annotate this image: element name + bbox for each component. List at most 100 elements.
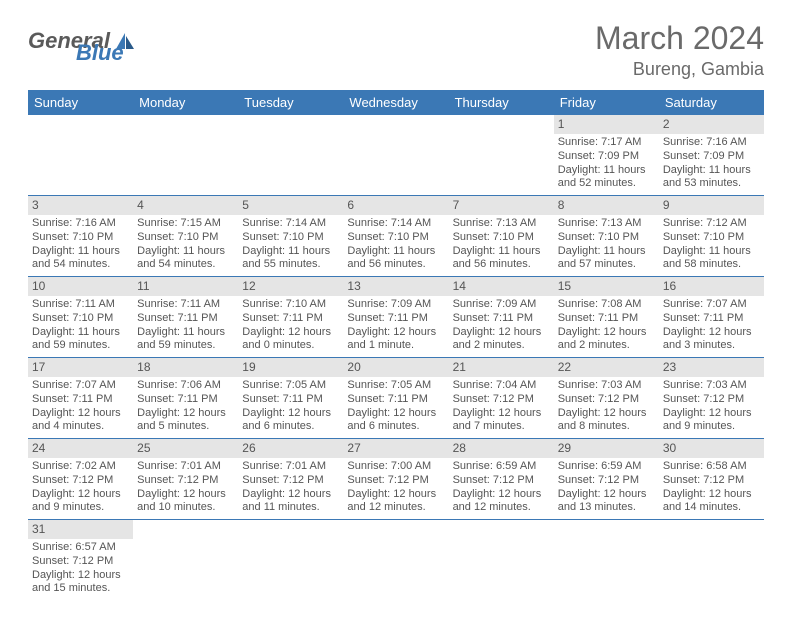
day-header: Saturday — [659, 90, 764, 115]
sunset-text: Sunset: 7:12 PM — [32, 474, 129, 488]
day-details: Sunrise: 7:01 AMSunset: 7:12 PMDaylight:… — [238, 458, 343, 519]
sunset-text: Sunset: 7:12 PM — [242, 474, 339, 488]
sunrise-text: Sunrise: 6:57 AM — [32, 541, 129, 555]
sunrise-text: Sunrise: 7:14 AM — [347, 217, 444, 231]
calendar-cell — [449, 115, 554, 196]
sunrise-text: Sunrise: 7:05 AM — [347, 379, 444, 393]
daylight-text: Daylight: 12 hours and 14 minutes. — [663, 488, 760, 516]
sunset-text: Sunset: 7:11 PM — [453, 312, 550, 326]
day-details: Sunrise: 7:06 AMSunset: 7:11 PMDaylight:… — [133, 377, 238, 438]
sunset-text: Sunset: 7:10 PM — [347, 231, 444, 245]
calendar-cell — [133, 115, 238, 196]
daylight-text: Daylight: 12 hours and 9 minutes. — [663, 407, 760, 435]
sunset-text: Sunset: 7:12 PM — [453, 393, 550, 407]
daylight-text: Daylight: 11 hours and 53 minutes. — [663, 164, 760, 192]
day-number: 8 — [554, 196, 659, 215]
sunrise-text: Sunrise: 7:12 AM — [663, 217, 760, 231]
day-header: Wednesday — [343, 90, 448, 115]
daylight-text: Daylight: 12 hours and 0 minutes. — [242, 326, 339, 354]
calendar-cell — [238, 115, 343, 196]
daylight-text: Daylight: 12 hours and 10 minutes. — [137, 488, 234, 516]
sunrise-text: Sunrise: 7:02 AM — [32, 460, 129, 474]
daylight-text: Daylight: 12 hours and 12 minutes. — [347, 488, 444, 516]
logo-text-2: Blue — [76, 40, 124, 65]
day-details: Sunrise: 7:13 AMSunset: 7:10 PMDaylight:… — [449, 215, 554, 276]
daylight-text: Daylight: 11 hours and 59 minutes. — [32, 326, 129, 354]
daylight-text: Daylight: 11 hours and 59 minutes. — [137, 326, 234, 354]
page-subtitle: Bureng, Gambia — [595, 59, 764, 80]
day-details: Sunrise: 7:07 AMSunset: 7:11 PMDaylight:… — [28, 377, 133, 438]
daylight-text: Daylight: 11 hours and 56 minutes. — [347, 245, 444, 273]
day-details: Sunrise: 7:07 AMSunset: 7:11 PMDaylight:… — [659, 296, 764, 357]
day-details: Sunrise: 7:01 AMSunset: 7:12 PMDaylight:… — [133, 458, 238, 519]
sunrise-text: Sunrise: 7:00 AM — [347, 460, 444, 474]
daylight-text: Daylight: 11 hours and 54 minutes. — [137, 245, 234, 273]
sunset-text: Sunset: 7:12 PM — [453, 474, 550, 488]
calendar-cell: 14Sunrise: 7:09 AMSunset: 7:11 PMDayligh… — [449, 277, 554, 358]
daylight-text: Daylight: 12 hours and 15 minutes. — [32, 569, 129, 597]
daylight-text: Daylight: 12 hours and 3 minutes. — [663, 326, 760, 354]
day-details: Sunrise: 7:11 AMSunset: 7:10 PMDaylight:… — [28, 296, 133, 357]
calendar-table: SundayMondayTuesdayWednesdayThursdayFrid… — [28, 90, 764, 600]
sunrise-text: Sunrise: 7:15 AM — [137, 217, 234, 231]
calendar-cell: 5Sunrise: 7:14 AMSunset: 7:10 PMDaylight… — [238, 196, 343, 277]
day-details: Sunrise: 6:58 AMSunset: 7:12 PMDaylight:… — [659, 458, 764, 519]
sunset-text: Sunset: 7:12 PM — [558, 393, 655, 407]
day-header: Friday — [554, 90, 659, 115]
day-details: Sunrise: 7:02 AMSunset: 7:12 PMDaylight:… — [28, 458, 133, 519]
daylight-text: Daylight: 11 hours and 52 minutes. — [558, 164, 655, 192]
sunrise-text: Sunrise: 7:06 AM — [137, 379, 234, 393]
calendar-cell: 8Sunrise: 7:13 AMSunset: 7:10 PMDaylight… — [554, 196, 659, 277]
sunset-text: Sunset: 7:09 PM — [558, 150, 655, 164]
daylight-text: Daylight: 12 hours and 2 minutes. — [558, 326, 655, 354]
daylight-text: Daylight: 12 hours and 6 minutes. — [242, 407, 339, 435]
calendar-cell: 26Sunrise: 7:01 AMSunset: 7:12 PMDayligh… — [238, 439, 343, 520]
sunrise-text: Sunrise: 7:03 AM — [663, 379, 760, 393]
calendar-cell — [343, 115, 448, 196]
day-number: 23 — [659, 358, 764, 377]
day-details: Sunrise: 7:09 AMSunset: 7:11 PMDaylight:… — [449, 296, 554, 357]
calendar-cell: 25Sunrise: 7:01 AMSunset: 7:12 PMDayligh… — [133, 439, 238, 520]
day-number: 28 — [449, 439, 554, 458]
daylight-text: Daylight: 12 hours and 13 minutes. — [558, 488, 655, 516]
calendar-cell: 29Sunrise: 6:59 AMSunset: 7:12 PMDayligh… — [554, 439, 659, 520]
sunrise-text: Sunrise: 7:11 AM — [32, 298, 129, 312]
sunset-text: Sunset: 7:12 PM — [347, 474, 444, 488]
title-block: March 2024 Bureng, Gambia — [595, 20, 764, 80]
sunrise-text: Sunrise: 7:07 AM — [32, 379, 129, 393]
sunset-text: Sunset: 7:10 PM — [32, 312, 129, 326]
day-number: 20 — [343, 358, 448, 377]
day-number: 29 — [554, 439, 659, 458]
calendar-week-row: 24Sunrise: 7:02 AMSunset: 7:12 PMDayligh… — [28, 439, 764, 520]
calendar-week-row: 31Sunrise: 6:57 AMSunset: 7:12 PMDayligh… — [28, 520, 764, 601]
calendar-cell: 7Sunrise: 7:13 AMSunset: 7:10 PMDaylight… — [449, 196, 554, 277]
sunset-text: Sunset: 7:10 PM — [32, 231, 129, 245]
day-details: Sunrise: 6:59 AMSunset: 7:12 PMDaylight:… — [449, 458, 554, 519]
calendar-cell — [343, 520, 448, 601]
daylight-text: Daylight: 12 hours and 1 minute. — [347, 326, 444, 354]
calendar-cell: 24Sunrise: 7:02 AMSunset: 7:12 PMDayligh… — [28, 439, 133, 520]
day-details: Sunrise: 7:14 AMSunset: 7:10 PMDaylight:… — [343, 215, 448, 276]
calendar-cell: 17Sunrise: 7:07 AMSunset: 7:11 PMDayligh… — [28, 358, 133, 439]
day-number: 18 — [133, 358, 238, 377]
sunset-text: Sunset: 7:10 PM — [453, 231, 550, 245]
daylight-text: Daylight: 12 hours and 12 minutes. — [453, 488, 550, 516]
sunset-text: Sunset: 7:12 PM — [663, 474, 760, 488]
day-header: Sunday — [28, 90, 133, 115]
day-number: 26 — [238, 439, 343, 458]
sunrise-text: Sunrise: 7:09 AM — [347, 298, 444, 312]
day-number: 24 — [28, 439, 133, 458]
calendar-cell: 4Sunrise: 7:15 AMSunset: 7:10 PMDaylight… — [133, 196, 238, 277]
sunrise-text: Sunrise: 7:17 AM — [558, 136, 655, 150]
calendar-cell: 13Sunrise: 7:09 AMSunset: 7:11 PMDayligh… — [343, 277, 448, 358]
day-details: Sunrise: 7:08 AMSunset: 7:11 PMDaylight:… — [554, 296, 659, 357]
calendar-cell: 3Sunrise: 7:16 AMSunset: 7:10 PMDaylight… — [28, 196, 133, 277]
sunrise-text: Sunrise: 7:16 AM — [663, 136, 760, 150]
sunset-text: Sunset: 7:11 PM — [558, 312, 655, 326]
calendar-cell: 2Sunrise: 7:16 AMSunset: 7:09 PMDaylight… — [659, 115, 764, 196]
calendar-week-row: 17Sunrise: 7:07 AMSunset: 7:11 PMDayligh… — [28, 358, 764, 439]
day-number: 3 — [28, 196, 133, 215]
sunrise-text: Sunrise: 7:13 AM — [453, 217, 550, 231]
day-details: Sunrise: 7:16 AMSunset: 7:09 PMDaylight:… — [659, 134, 764, 195]
daylight-text: Daylight: 12 hours and 9 minutes. — [32, 488, 129, 516]
